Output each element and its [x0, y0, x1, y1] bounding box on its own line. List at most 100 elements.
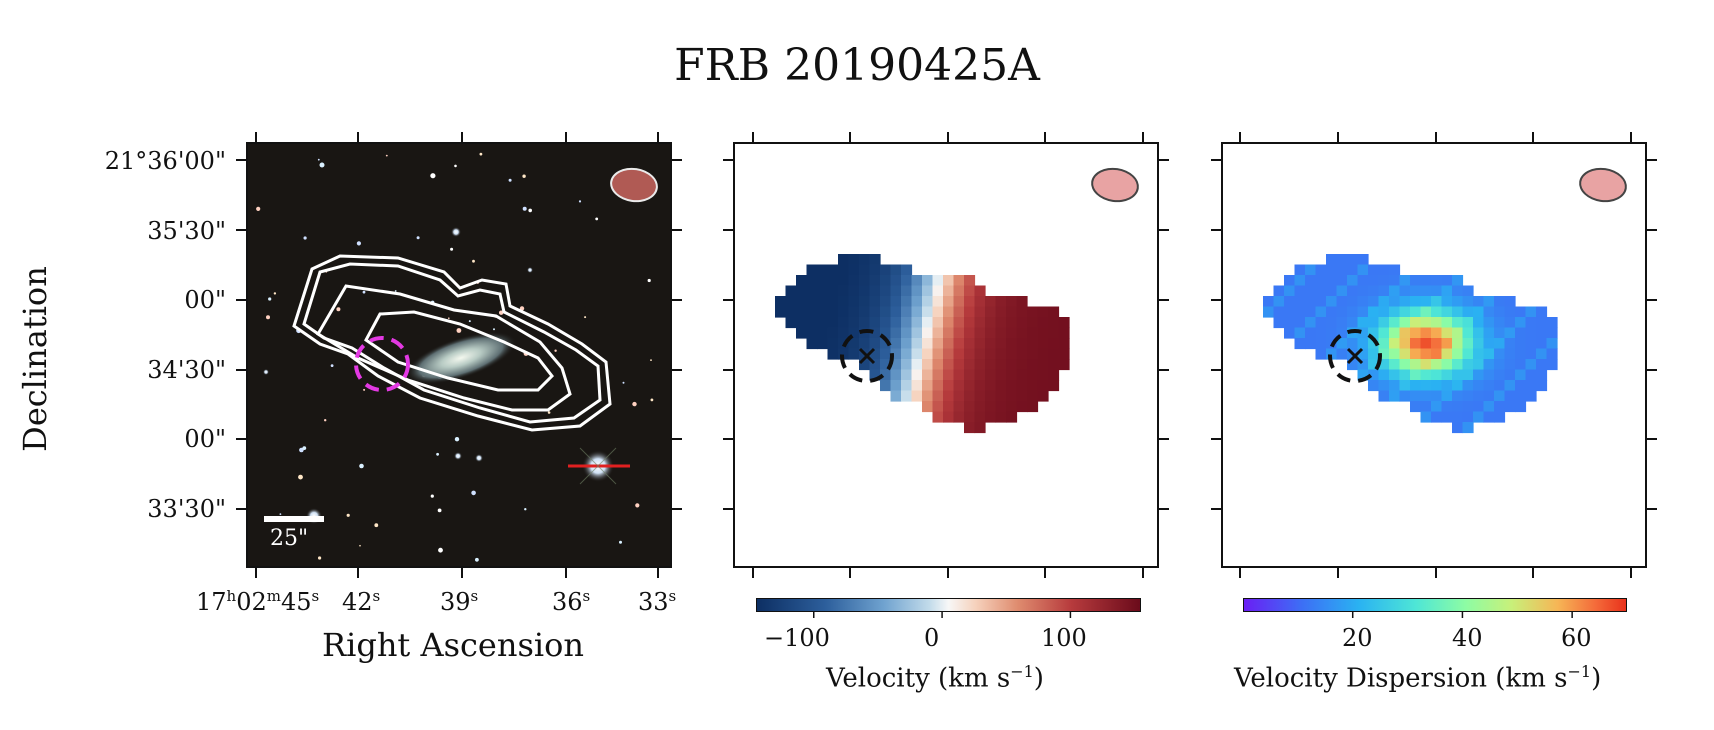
velocity-pixel	[953, 348, 965, 360]
dispersion-pixel	[1483, 317, 1495, 329]
dispersion-pixel	[1368, 317, 1380, 329]
dispersion-pixel	[1284, 285, 1296, 297]
dispersion-pixel	[1452, 285, 1464, 297]
velocity-pixel	[880, 380, 892, 392]
velocity-pixel	[785, 306, 797, 318]
velocity-pixel	[796, 327, 808, 339]
dec-tick-label: 35'30"	[147, 217, 226, 245]
velocity-pixel	[880, 296, 892, 308]
dispersion-pixel	[1494, 390, 1506, 402]
star	[519, 306, 525, 311]
velocity-pixel	[953, 317, 965, 329]
dispersion-pixel	[1357, 348, 1369, 360]
dispersion-pixel	[1284, 327, 1296, 339]
velocity-pixel	[880, 348, 892, 360]
velocity-pixel	[943, 317, 955, 329]
star	[359, 544, 361, 547]
dispersion-pixel	[1441, 359, 1453, 371]
velocity-dispersion-panel	[1221, 142, 1647, 568]
velocity-pixel	[785, 296, 797, 308]
star	[298, 474, 303, 480]
velocity-pixel	[995, 338, 1007, 350]
velocity-pixel	[880, 264, 892, 276]
dispersion-pixel	[1431, 306, 1443, 318]
velocity-pixel	[922, 275, 934, 287]
velocity-pixel	[995, 380, 1007, 392]
dispersion-pixel	[1389, 317, 1401, 329]
dispersion-pixel	[1368, 296, 1380, 308]
velocity-pixel	[1027, 327, 1039, 339]
dispersion-pixel	[1473, 411, 1485, 423]
dispersion-pixel	[1389, 327, 1401, 339]
velocity-pixel	[922, 327, 934, 339]
velocity-pixel	[848, 348, 860, 360]
dispersion-pixel	[1452, 401, 1464, 413]
dispersion-pixel	[1399, 285, 1411, 297]
velocity-pixel	[785, 317, 797, 329]
dispersion-pixel	[1368, 327, 1380, 339]
dispersion-pixel	[1368, 264, 1380, 276]
velocity-pixel	[943, 348, 955, 360]
velocity-pixel	[943, 338, 955, 350]
dec-tick-label: 00"	[184, 286, 226, 314]
velocity-pixel	[806, 327, 818, 339]
star	[303, 236, 307, 240]
dispersion-pixel	[1504, 390, 1516, 402]
dispersion-pixel	[1441, 401, 1453, 413]
star	[578, 200, 582, 203]
velocity-pixel	[796, 306, 808, 318]
velocity-pixel	[911, 275, 923, 287]
dispersion-pixel	[1494, 317, 1506, 329]
star	[527, 267, 533, 273]
velocity-pixel	[859, 285, 871, 297]
dispersion-pixel	[1368, 285, 1380, 297]
velocity-pixel	[1037, 348, 1049, 360]
velocity-pixel	[869, 359, 881, 371]
star	[472, 259, 475, 263]
dispersion-pixel	[1399, 306, 1411, 318]
star	[650, 398, 654, 402]
star	[468, 320, 471, 323]
velocity-pixel	[974, 401, 986, 413]
dispersion-pixel	[1399, 275, 1411, 287]
velocity-pixel	[1006, 317, 1018, 329]
dispersion-pixel	[1536, 327, 1548, 339]
dispersion-pixel	[1378, 390, 1390, 402]
dispersion-pixel	[1431, 317, 1443, 329]
dispersion-pixel	[1389, 380, 1401, 392]
velocity-pixel	[1048, 327, 1060, 339]
contour-inner1	[315, 284, 572, 412]
velocity-pixel	[1048, 338, 1060, 350]
dispersion-pixel	[1494, 401, 1506, 413]
dispersion-pixel	[1305, 306, 1317, 318]
velocity-pixel	[827, 285, 839, 297]
dispersion-pixel	[1305, 327, 1317, 339]
velocity-pixel	[901, 338, 913, 350]
dispersion-pixel	[1273, 285, 1285, 297]
dispersion-pixel	[1347, 317, 1359, 329]
star	[471, 490, 476, 496]
velocity-pixel	[901, 359, 913, 371]
velocity-pixel	[1037, 359, 1049, 371]
velocity-pixel	[901, 380, 913, 392]
dispersion-pixel	[1378, 359, 1390, 371]
dispersion-pixel	[1368, 359, 1380, 371]
dispersion-pixel	[1273, 306, 1285, 318]
velocity-pixel	[974, 369, 986, 381]
dispersion-pixel	[1494, 296, 1506, 308]
dispersion-pixel	[1326, 275, 1338, 287]
star	[430, 173, 436, 179]
star	[622, 381, 625, 384]
dispersion-pixel	[1389, 338, 1401, 350]
dispersion-pixel	[1515, 327, 1527, 339]
velocity-pixel	[827, 275, 839, 287]
velocity-pixel	[1058, 359, 1070, 371]
velocity-pixel	[953, 369, 965, 381]
dispersion-pixel	[1462, 380, 1474, 392]
velocity-pixel	[974, 411, 986, 423]
dispersion-pixel	[1315, 296, 1327, 308]
dispersion-pixel	[1431, 411, 1443, 423]
velocity-pixel	[827, 348, 839, 360]
velocity-pixel	[796, 275, 808, 287]
dispersion-pixel	[1483, 338, 1495, 350]
